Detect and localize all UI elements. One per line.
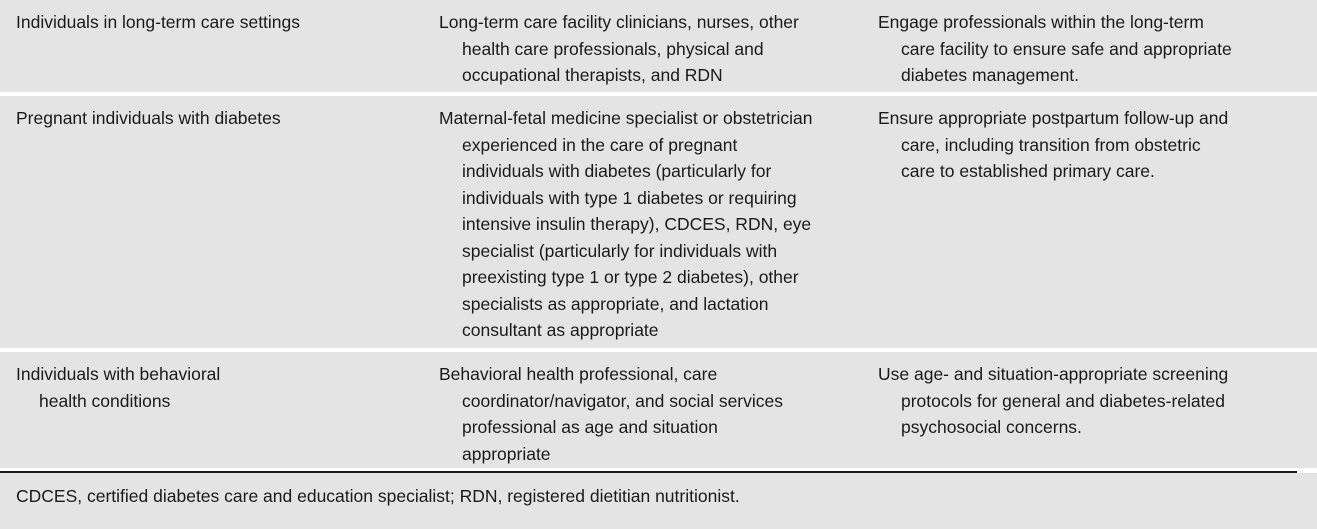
footnote-band (0, 473, 1317, 529)
table-footnote: CDCES, certified diabetes care and educa… (16, 486, 740, 506)
team-cell: Maternal-fetal medicine specialist or ob… (439, 108, 813, 340)
table-row: Individuals in long-term care settings L… (0, 0, 1317, 92)
table-bottom-rule (0, 471, 1297, 473)
team-cell: Behavioral health professional, care coo… (439, 364, 784, 464)
team-cell: Long-term care facility clinicians, nurs… (439, 12, 799, 85)
considerations-cell: Engage professionals within the long-ter… (878, 12, 1232, 85)
table-row: Pregnant individuals with diabetes Mater… (0, 96, 1317, 348)
population-cell: Individuals with behavioral health condi… (16, 364, 221, 411)
considerations-cell: Use age- and situation-appropriate scree… (878, 364, 1229, 437)
population-cell: Individuals in long-term care settings (16, 12, 301, 32)
table-row: Individuals with behavioral health condi… (0, 352, 1317, 468)
population-cell: Pregnant individuals with diabetes (16, 108, 281, 128)
considerations-cell: Ensure appropriate postpartum follow-up … (878, 108, 1229, 181)
